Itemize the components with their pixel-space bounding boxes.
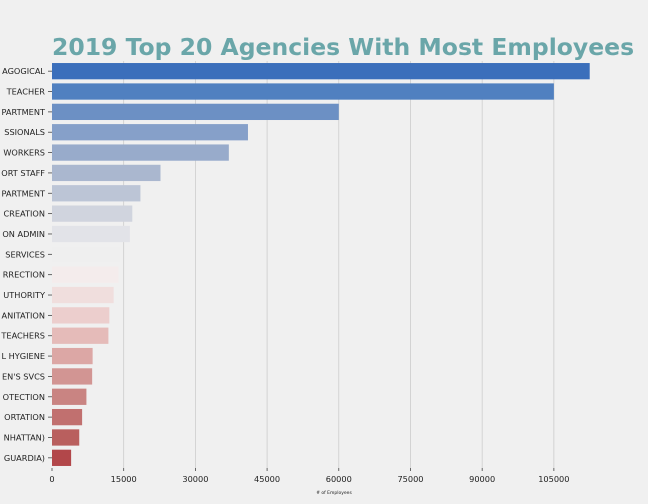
x-tick-label: 30000: [182, 474, 208, 484]
bar: [52, 63, 590, 80]
category-label: CREATION: [3, 209, 45, 219]
bar: [52, 205, 133, 222]
bar: [52, 388, 87, 405]
category-label: SERVICES: [5, 249, 45, 259]
category-label: TEACHERS: [0, 331, 45, 341]
x-axis-label: # of Employees: [316, 490, 352, 496]
category-label: UTHORITY: [3, 290, 46, 300]
x-tick-label: 0: [49, 474, 54, 484]
bar: [52, 266, 119, 283]
category-label: ANITATION: [2, 310, 45, 320]
chart-title: 2019 Top 20 Agencies With Most Employees: [52, 33, 634, 61]
category-label: ORTATION: [4, 412, 45, 422]
category-label: GUARDIA): [4, 453, 45, 463]
bar: [52, 368, 93, 385]
category-label: NHATTAN): [4, 432, 45, 442]
bar: [52, 327, 109, 344]
category-label: RRECTION: [3, 270, 45, 280]
category-label: EN'S SVCS: [2, 371, 45, 381]
bar: [52, 185, 141, 202]
bar: [52, 347, 93, 365]
bar: [52, 144, 229, 161]
bar: [52, 124, 248, 141]
category-label: TEACHER: [6, 87, 46, 97]
bar: [52, 449, 72, 466]
category-label: ORT STAFF: [1, 168, 45, 178]
bar: [52, 429, 80, 446]
category-label: WORKERS: [3, 148, 45, 158]
category-label: L HYGIENE: [1, 351, 45, 361]
bar: [52, 408, 83, 426]
bar: [52, 225, 130, 243]
category-label: ON ADMIN: [2, 229, 45, 239]
bar: [52, 83, 554, 100]
bar: [52, 286, 114, 304]
bar: [52, 103, 339, 121]
x-tick-label: 60000: [326, 474, 352, 484]
category-label: AGOGICAL: [2, 66, 45, 76]
bar: [52, 307, 110, 324]
x-tick-label: 45000: [254, 474, 280, 484]
category-label: PARTMENT: [2, 107, 46, 117]
bar: [52, 164, 161, 182]
category-label: PARTMENT: [2, 188, 46, 198]
bar: [52, 246, 120, 263]
x-tick-label: 75000: [397, 474, 423, 484]
x-tick-label: 105000: [538, 474, 569, 484]
x-tick-label: 15000: [111, 474, 137, 484]
x-tick-label: 90000: [469, 474, 495, 484]
category-label: SSIONALS: [4, 127, 45, 137]
category-label: OTECTION: [3, 392, 45, 402]
